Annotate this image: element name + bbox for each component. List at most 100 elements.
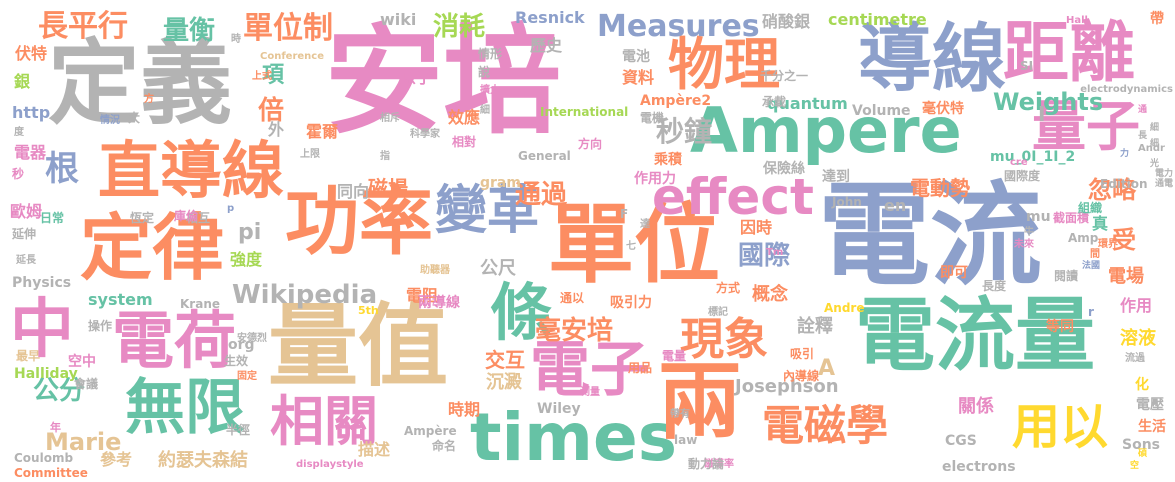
cloud-word: 電磁學 (762, 401, 889, 450)
cloud-word: 吸引力 (610, 295, 652, 311)
cloud-word: Halliday (14, 366, 78, 382)
cloud-word: 間 (1090, 249, 1100, 260)
cloud-word: 電荷 (112, 304, 237, 377)
cloud-word: 細 (1150, 139, 1160, 149)
cloud-word: 根 (45, 149, 79, 189)
cloud-word: 效應 (448, 108, 481, 127)
cloud-word: 現象 (680, 314, 768, 365)
cloud-word: Ampere (690, 94, 962, 167)
cloud-word: 方式 (716, 281, 741, 295)
cloud-word: 細 (480, 105, 490, 116)
cloud-word: 磁導率 (704, 459, 734, 470)
cloud-word: 倍 (258, 96, 285, 126)
cloud-word: 兩 (658, 353, 743, 451)
cloud-word: 5th (358, 304, 379, 317)
cloud-word: Marie (45, 428, 122, 456)
cloud-word: 電子 (530, 335, 650, 405)
cloud-word: Resnick (515, 8, 585, 27)
cloud-word: Ampère2 (640, 93, 712, 109)
cloud-word: Andre (824, 301, 865, 315)
cloud-word: 保險絲 (763, 161, 805, 177)
cloud-word: 相關 (270, 390, 378, 453)
cloud-word: 電力 (1154, 169, 1173, 179)
cloud-word: 無限 (125, 373, 245, 443)
cloud-word: 電阻 (406, 286, 439, 305)
cloud-word: org (228, 337, 255, 353)
cloud-word: 定義 (48, 30, 233, 137)
cloud-word: 動力論 (688, 457, 725, 471)
cloud-word: 帶有 (670, 409, 690, 420)
cloud-word: A (818, 356, 836, 381)
cloud-word: Wiley (537, 401, 581, 417)
cloud-word: 電壓 (1136, 397, 1164, 413)
cloud-word: 強度 (230, 250, 263, 269)
cloud-word: mu_0I_1I_2 (990, 149, 1076, 165)
cloud-word: en (884, 196, 907, 215)
cloud-word: 環界 (1098, 239, 1118, 250)
cloud-word: 中 (10, 293, 74, 367)
cloud-word: 單位 (548, 195, 720, 295)
cloud-word: 乘積 (654, 152, 682, 168)
cloud-word: 上限 (300, 149, 320, 160)
cloud-word: 消耗 (433, 12, 486, 42)
cloud-word: 庫倫 (174, 209, 199, 223)
cloud-word: electrodynamics (1080, 84, 1173, 95)
cloud-word: 單位制 (243, 11, 333, 46)
cloud-word: Josephson (735, 376, 839, 397)
cloud-word: 電池 (622, 49, 650, 65)
cloud-word: 安德烈 (237, 333, 267, 344)
cloud-word: 因時 (740, 218, 773, 237)
cloud-word: 霍爾 (306, 122, 339, 141)
cloud-word: law (674, 433, 698, 447)
cloud-word: 作用力 (634, 171, 676, 187)
cloud-word: 兩導線 (418, 295, 460, 311)
cloud-word: 度 (14, 127, 24, 138)
cloud-word: 長 (1138, 131, 1148, 141)
cloud-word: 生活 (1138, 419, 1166, 435)
cloud-word: 助聽器 (420, 265, 450, 276)
cloud-word: 項 (262, 63, 285, 88)
cloud-word: 相對 (452, 135, 477, 149)
cloud-word: Committee (14, 466, 88, 480)
cloud-word: displaystyle (296, 459, 364, 470)
cloud-word: 電量 (662, 349, 687, 363)
cloud-word: 等同 (1046, 319, 1074, 335)
cloud-word: 流過 (1125, 353, 1145, 364)
cloud-word: 硝酸銀 (762, 12, 811, 31)
cloud-word: 上式 (252, 71, 272, 82)
cloud-word: 量子 (1032, 95, 1140, 158)
cloud-word: p (227, 203, 235, 214)
cloud-word: 未來 (1014, 239, 1034, 250)
cloud-word: pi (238, 220, 262, 245)
cloud-word: 測量 (580, 387, 600, 398)
cloud-word: 細 (1150, 123, 1160, 133)
cloud-word: Physics (12, 275, 72, 291)
cloud-word: 歷史 (530, 36, 563, 55)
cloud-word: 閱讀 (1054, 269, 1079, 283)
cloud-word: 時期 (448, 400, 481, 419)
cloud-word: 擴大 (480, 85, 500, 96)
cloud-word: I (1038, 102, 1046, 126)
cloud-word: 概念 (752, 284, 788, 305)
cloud-word: 作用 (1120, 296, 1153, 315)
cloud-word: 同向 (337, 182, 370, 201)
cloud-word: 碩 (1138, 449, 1148, 459)
cloud-word: effect (652, 168, 814, 226)
cloud-word: Volume (852, 103, 911, 119)
cloud-word: centimetre (828, 10, 927, 29)
cloud-word: wiki (380, 10, 417, 29)
cloud-word: 直導線 (98, 134, 285, 207)
cloud-word: 力 (1120, 149, 1130, 159)
cloud-word: 化 (1135, 377, 1149, 393)
cloud-word: 沉澱 (486, 372, 522, 393)
cloud-word: 時 (231, 34, 241, 45)
cloud-word: system (88, 290, 153, 309)
cloud-word: 吸引 (790, 347, 815, 361)
cloud-word: 秒鐘 (656, 115, 713, 148)
cloud-word: Amp (1068, 231, 1099, 245)
cloud-word: 生效 (224, 354, 249, 368)
cloud-word: quantum (767, 94, 848, 113)
cloud-word: cre (1010, 157, 1028, 168)
cloud-word: 銀 (14, 72, 31, 91)
